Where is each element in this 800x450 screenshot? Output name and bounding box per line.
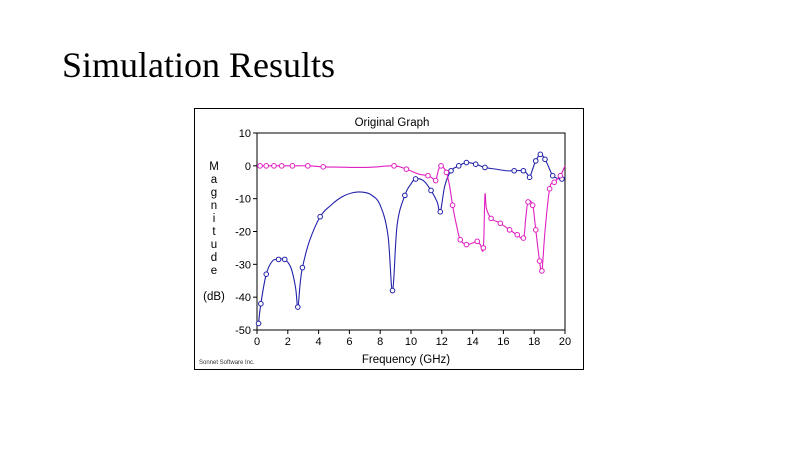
y-tick-label: -20 — [235, 227, 251, 239]
y-axis-unit: (dB) — [203, 291, 225, 303]
series-1-marker — [520, 167, 527, 174]
series-2-marker — [278, 163, 285, 169]
series-1-marker — [402, 192, 408, 199]
series-1-marker — [472, 161, 479, 167]
series-2-marker — [271, 163, 277, 169]
series-2-marker — [536, 258, 543, 264]
series-2-marker — [532, 227, 539, 233]
series-2-marker — [403, 166, 410, 172]
series-1-marker — [295, 304, 301, 310]
series-2-marker — [506, 227, 513, 233]
series-1-marker — [317, 213, 323, 220]
series-2-marker — [525, 199, 531, 205]
series-1-marker — [542, 156, 548, 163]
series-1-marker — [258, 300, 264, 307]
series-1-marker — [511, 167, 517, 174]
series-2-marker — [391, 163, 397, 169]
x-tick-label: 20 — [559, 336, 571, 348]
series-2-marker — [539, 268, 545, 274]
series-2-marker — [305, 163, 311, 169]
series-2-marker — [425, 172, 431, 179]
x-tick-label: 6 — [346, 336, 352, 348]
y-axis-title-letter: a — [211, 174, 218, 186]
series-2-marker — [546, 186, 553, 192]
series-2-marker — [497, 220, 504, 227]
series-2-marker — [557, 172, 564, 179]
series-2-marker — [449, 202, 456, 209]
credit-text: Sonnet Software Inc. — [199, 360, 255, 366]
axis-ticks: 0 2 4 6 8 10 12 14 16 18 20 10 0 -10 -20 -30 -40 -50 — [235, 128, 571, 348]
series-2-marker — [474, 238, 481, 245]
series-2-marker — [257, 163, 263, 169]
series-1-marker — [482, 164, 488, 171]
x-tick-label: 12 — [436, 336, 448, 348]
series-2-marker — [320, 164, 327, 170]
x-tick-label: 0 — [254, 336, 260, 348]
chart-svg: Original Graph Frequency (GHz) Sonnet So… — [194, 108, 584, 370]
series-1-marker — [448, 167, 454, 174]
series-2-marker — [514, 231, 521, 238]
y-tick-label: -40 — [235, 292, 251, 304]
series-1-marker — [412, 176, 419, 182]
series-1-marker — [263, 271, 270, 277]
plot-frame — [256, 132, 566, 331]
y-tick-label: -10 — [235, 194, 251, 206]
series-2-marker — [432, 177, 439, 184]
y-axis-title-letter: i — [213, 213, 216, 225]
series-2-marker — [520, 235, 527, 241]
slide-title: Simulation Results — [62, 45, 336, 85]
x-tick-label: 4 — [316, 336, 322, 348]
series-2-marker — [488, 215, 494, 222]
series-1-marker — [299, 264, 306, 271]
y-tick-label: 0 — [245, 161, 251, 173]
series-2-marker — [480, 245, 487, 251]
series-1-marker — [281, 256, 288, 263]
y-axis-title-letter: d — [211, 252, 217, 264]
series-1-marker — [526, 174, 533, 181]
series-1-marker — [537, 151, 544, 158]
x-axis-title: Frequency (GHz) — [362, 354, 450, 366]
y-axis-title-letter: n — [211, 200, 217, 212]
x-tick-label: 10 — [405, 336, 417, 348]
chart-figure: Original Graph Frequency (GHz) Sonnet So… — [194, 108, 584, 370]
y-axis-title-letter: g — [211, 187, 217, 199]
series-2-marker — [263, 163, 270, 169]
series-2-marker — [438, 163, 444, 169]
series-2-marker — [551, 179, 558, 186]
y-tick-label: -50 — [235, 325, 251, 337]
y-tick-label: 10 — [239, 128, 251, 140]
x-tick-label: 8 — [377, 336, 383, 348]
series-layer — [255, 151, 566, 327]
series-1-marker — [255, 320, 262, 327]
series-1-marker — [532, 158, 539, 164]
series-1-marker — [389, 287, 396, 294]
series-1-marker — [463, 159, 470, 166]
y-axis-title-letter: M — [209, 161, 219, 173]
series-1-marker — [275, 256, 282, 263]
x-tick-label: 18 — [528, 336, 540, 348]
x-tick-label: 2 — [285, 336, 291, 348]
y-axis-title-letter: u — [211, 239, 217, 251]
series-2-marker — [289, 163, 296, 169]
series-1-marker — [455, 163, 462, 169]
series-1-marker — [437, 209, 444, 215]
y-axis-title-letter: e — [211, 265, 217, 277]
series-2-marker — [463, 241, 470, 248]
series-2-marker — [529, 202, 536, 209]
series-1-marker — [428, 187, 434, 194]
series-1-marker — [549, 172, 556, 179]
x-tick-label: 14 — [466, 336, 478, 348]
y-tick-label: -30 — [235, 259, 251, 271]
x-tick-label: 16 — [497, 336, 509, 348]
series-2-marker — [457, 236, 464, 243]
y-axis-title-letter: t — [212, 226, 216, 238]
series-2-marker — [443, 169, 450, 176]
chart-title: Original Graph — [355, 117, 430, 129]
